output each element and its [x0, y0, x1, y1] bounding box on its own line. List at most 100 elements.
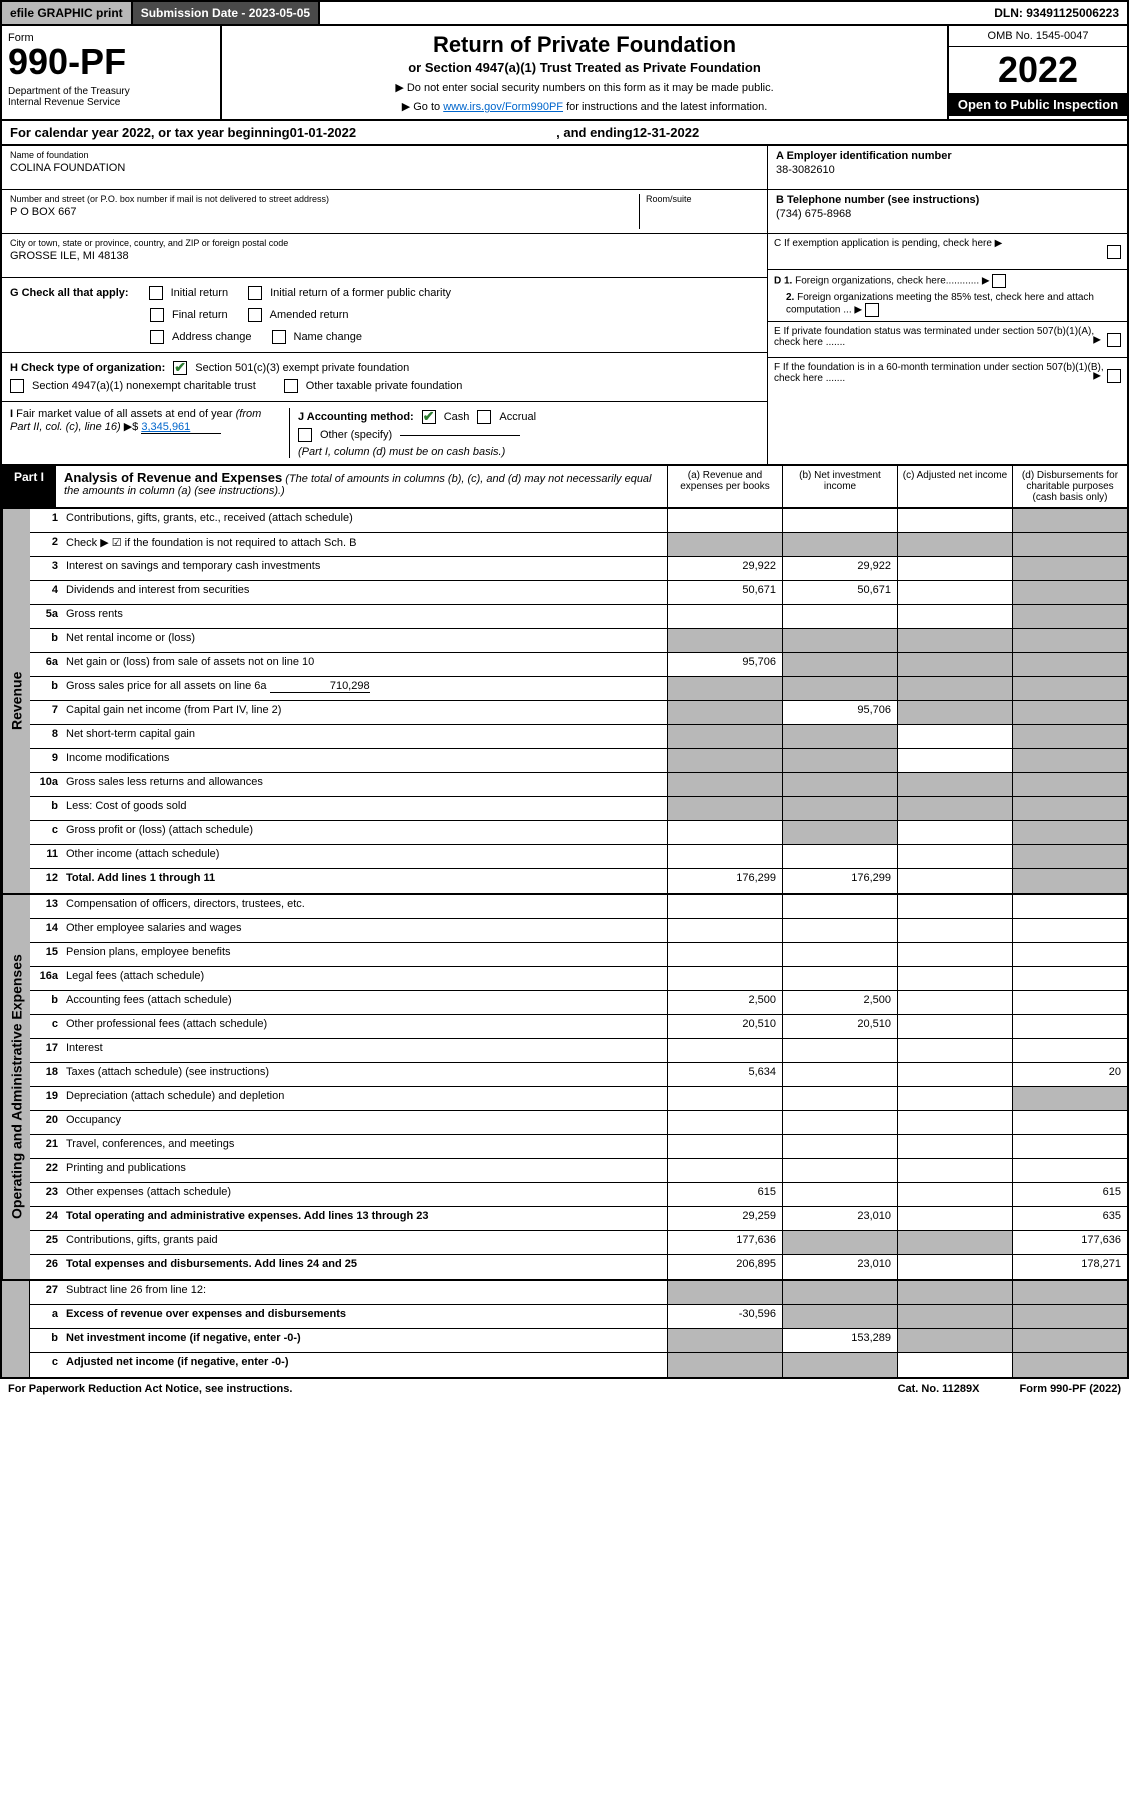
table-row: cOther professional fees (attach schedul… — [30, 1015, 1127, 1039]
value-cell-a: 2,500 — [667, 991, 782, 1014]
value-cell-c — [897, 773, 1012, 796]
footer-mid: Cat. No. 11289X — [898, 1383, 980, 1395]
checkbox-address-change[interactable] — [150, 330, 164, 344]
checkbox-f[interactable] — [1107, 369, 1121, 383]
form-number: 990-PF — [8, 44, 214, 80]
value-cell-b — [782, 1063, 897, 1086]
value-cell-b — [782, 1111, 897, 1134]
value-cell-d — [1012, 967, 1127, 990]
checkbox-accrual[interactable] — [477, 410, 491, 424]
value-cell-c — [897, 1087, 1012, 1110]
table-row: 6aNet gain or (loss) from sale of assets… — [30, 653, 1127, 677]
value-cell-c — [897, 509, 1012, 532]
value-cell-c — [897, 1039, 1012, 1062]
table-row: 19Depreciation (attach schedule) and dep… — [30, 1087, 1127, 1111]
value-cell-c — [897, 1231, 1012, 1254]
value-cell-a: 29,922 — [667, 557, 782, 580]
value-cell-d — [1012, 1087, 1127, 1110]
checkbox-final-return[interactable] — [150, 308, 164, 322]
row-label: Gross rents — [62, 605, 667, 628]
value-cell-a — [667, 1039, 782, 1062]
year-begin: 01-01-2022 — [290, 125, 357, 140]
row-label: Total operating and administrative expen… — [62, 1207, 667, 1230]
value-cell-b — [782, 1159, 897, 1182]
value-cell-a — [667, 845, 782, 868]
value-cell-c — [897, 797, 1012, 820]
value-cell-a — [667, 773, 782, 796]
row-label: Printing and publications — [62, 1159, 667, 1182]
table-row: 23Other expenses (attach schedule)615615 — [30, 1183, 1127, 1207]
row-number: 23 — [30, 1183, 62, 1206]
row-label: Total expenses and disbursements. Add li… — [62, 1255, 667, 1279]
value-cell-d: 20 — [1012, 1063, 1127, 1086]
checkbox-d2[interactable] — [865, 303, 879, 317]
value-cell-c — [897, 1135, 1012, 1158]
efile-print-label[interactable]: efile GRAPHIC print — [2, 2, 133, 24]
row-label: Interest on savings and temporary cash i… — [62, 557, 667, 580]
value-cell-b — [782, 1135, 897, 1158]
checkbox-cash[interactable] — [422, 410, 436, 424]
box-c: C If exemption application is pending, c… — [768, 234, 1127, 270]
checkbox-501c3[interactable] — [173, 361, 187, 375]
checkbox-initial-return[interactable] — [149, 286, 163, 300]
checkbox-other-taxable[interactable] — [284, 379, 298, 393]
table-row: bNet investment income (if negative, ent… — [30, 1329, 1127, 1353]
checkbox-amended[interactable] — [248, 308, 262, 322]
row-number: b — [30, 629, 62, 652]
checkbox-d1[interactable] — [992, 274, 1006, 288]
value-cell-d — [1012, 1329, 1127, 1352]
table-row: 24Total operating and administrative exp… — [30, 1207, 1127, 1231]
box-d: D 1. Foreign organizations, check here..… — [768, 270, 1127, 322]
value-cell-b — [782, 967, 897, 990]
value-cell-a — [667, 1111, 782, 1134]
value-cell-a: 177,636 — [667, 1231, 782, 1254]
value-cell-b — [782, 1183, 897, 1206]
checkbox-name-change[interactable] — [272, 330, 286, 344]
checkbox-initial-former[interactable] — [248, 286, 262, 300]
row-label: Legal fees (attach schedule) — [62, 967, 667, 990]
irs-link[interactable]: www.irs.gov/Form990PF — [443, 101, 563, 113]
table-row: 9Income modifications — [30, 749, 1127, 773]
checkbox-other-method[interactable] — [298, 428, 312, 442]
value-cell-c — [897, 557, 1012, 580]
value-cell-c — [897, 629, 1012, 652]
foundation-name-cell: Name of foundation COLINA FOUNDATION — [2, 146, 767, 190]
phone-cell: B Telephone number (see instructions) (7… — [768, 190, 1127, 234]
checkbox-4947[interactable] — [10, 379, 24, 393]
value-cell-b — [782, 1353, 897, 1377]
row-label: Accounting fees (attach schedule) — [62, 991, 667, 1014]
value-cell-d — [1012, 821, 1127, 844]
row-number: 10a — [30, 773, 62, 796]
revenue-side-label: Revenue — [2, 509, 30, 893]
value-cell-d — [1012, 1015, 1127, 1038]
row-number: 16a — [30, 967, 62, 990]
checkbox-e[interactable] — [1107, 333, 1121, 347]
checkbox-c[interactable] — [1107, 245, 1121, 259]
table-row: 7Capital gain net income (from Part IV, … — [30, 701, 1127, 725]
table-row: bAccounting fees (attach schedule)2,5002… — [30, 991, 1127, 1015]
value-cell-d — [1012, 895, 1127, 918]
value-cell-a — [667, 1281, 782, 1304]
table-row: 17Interest — [30, 1039, 1127, 1063]
value-cell-c — [897, 1329, 1012, 1352]
value-cell-b: 29,922 — [782, 557, 897, 580]
table-row: aExcess of revenue over expenses and dis… — [30, 1305, 1127, 1329]
table-row: 14Other employee salaries and wages — [30, 919, 1127, 943]
table-row: 11Other income (attach schedule) — [30, 845, 1127, 869]
row-number: c — [30, 1015, 62, 1038]
value-cell-d — [1012, 1305, 1127, 1328]
table-row: cAdjusted net income (if negative, enter… — [30, 1353, 1127, 1377]
value-cell-d — [1012, 509, 1127, 532]
row-label: Capital gain net income (from Part IV, l… — [62, 701, 667, 724]
value-cell-a: 50,671 — [667, 581, 782, 604]
department-label: Department of the TreasuryInternal Reven… — [8, 86, 214, 108]
box-e: E If private foundation status was termi… — [768, 322, 1127, 358]
row-label: Net short-term capital gain — [62, 725, 667, 748]
submission-date: Submission Date - 2023-05-05 — [133, 2, 320, 24]
fmv-value[interactable]: 3,345,961 — [141, 421, 221, 434]
foundation-name: COLINA FOUNDATION — [10, 162, 759, 174]
row-label: Less: Cost of goods sold — [62, 797, 667, 820]
row-number: 20 — [30, 1111, 62, 1134]
value-cell-a — [667, 1159, 782, 1182]
row-label: Depreciation (attach schedule) and deple… — [62, 1087, 667, 1110]
